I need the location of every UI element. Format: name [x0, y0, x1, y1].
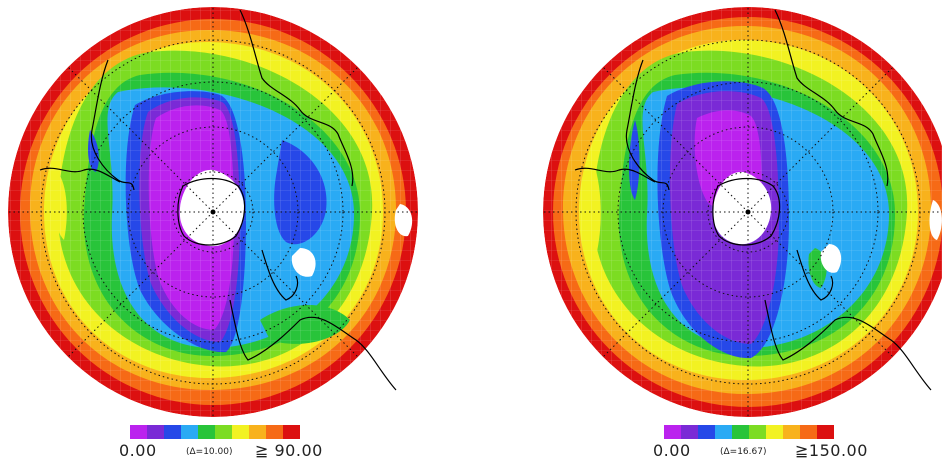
colorbar-swatch — [147, 425, 164, 439]
colorbar-swatch — [266, 425, 283, 439]
colorbar-swatch — [215, 425, 232, 439]
polar-map-left — [8, 7, 418, 417]
coastlines-right — [574, 9, 932, 391]
right-map-panel: 0.00 (Δ=16.67) ≧150.00 — [471, 0, 942, 460]
colorbar-swatch — [698, 425, 715, 439]
colorbar-swatch — [164, 425, 181, 439]
colorbar-swatch — [664, 425, 681, 439]
left-map-panel: 0.00 (Δ=10.00) ≧ 90.00 — [8, 7, 418, 460]
coastlines-left — [39, 9, 397, 391]
colorbar-max-label-right: ≧150.00 — [795, 441, 868, 460]
colorbar-swatch — [232, 425, 249, 439]
graticule-right — [543, 7, 942, 417]
colorbar-swatch — [749, 425, 766, 439]
colorbar-min-label-left: 0.00 — [119, 441, 157, 460]
colorbar-max-label-left: ≧ 90.00 — [255, 441, 323, 460]
colorbar-swatch — [800, 425, 817, 439]
colorbar-swatch — [198, 425, 215, 439]
pole-marker-right — [745, 209, 751, 215]
colorbar-swatch — [681, 425, 698, 439]
colorbar-delta-label-right: (Δ=16.67) — [720, 447, 767, 457]
colorbar-swatch — [249, 425, 266, 439]
colorbar-swatch — [181, 425, 198, 439]
colorbar-swatch — [783, 425, 800, 439]
colorbar-swatch — [283, 425, 300, 439]
colorbar-swatch — [766, 425, 783, 439]
colorbar-swatch — [715, 425, 732, 439]
colorbar-swatch — [732, 425, 749, 439]
pole-marker-left — [210, 209, 216, 215]
colorbar-left — [130, 425, 300, 439]
colorbar-min-label-right: 0.00 — [653, 441, 691, 460]
colorbar-right — [664, 425, 834, 439]
colorbar-swatch — [130, 425, 147, 439]
colorbar-swatch — [817, 425, 834, 439]
colorbar-delta-label-left: (Δ=10.00) — [186, 447, 233, 457]
polar-map-right — [543, 7, 942, 417]
graticule-left — [8, 7, 418, 417]
